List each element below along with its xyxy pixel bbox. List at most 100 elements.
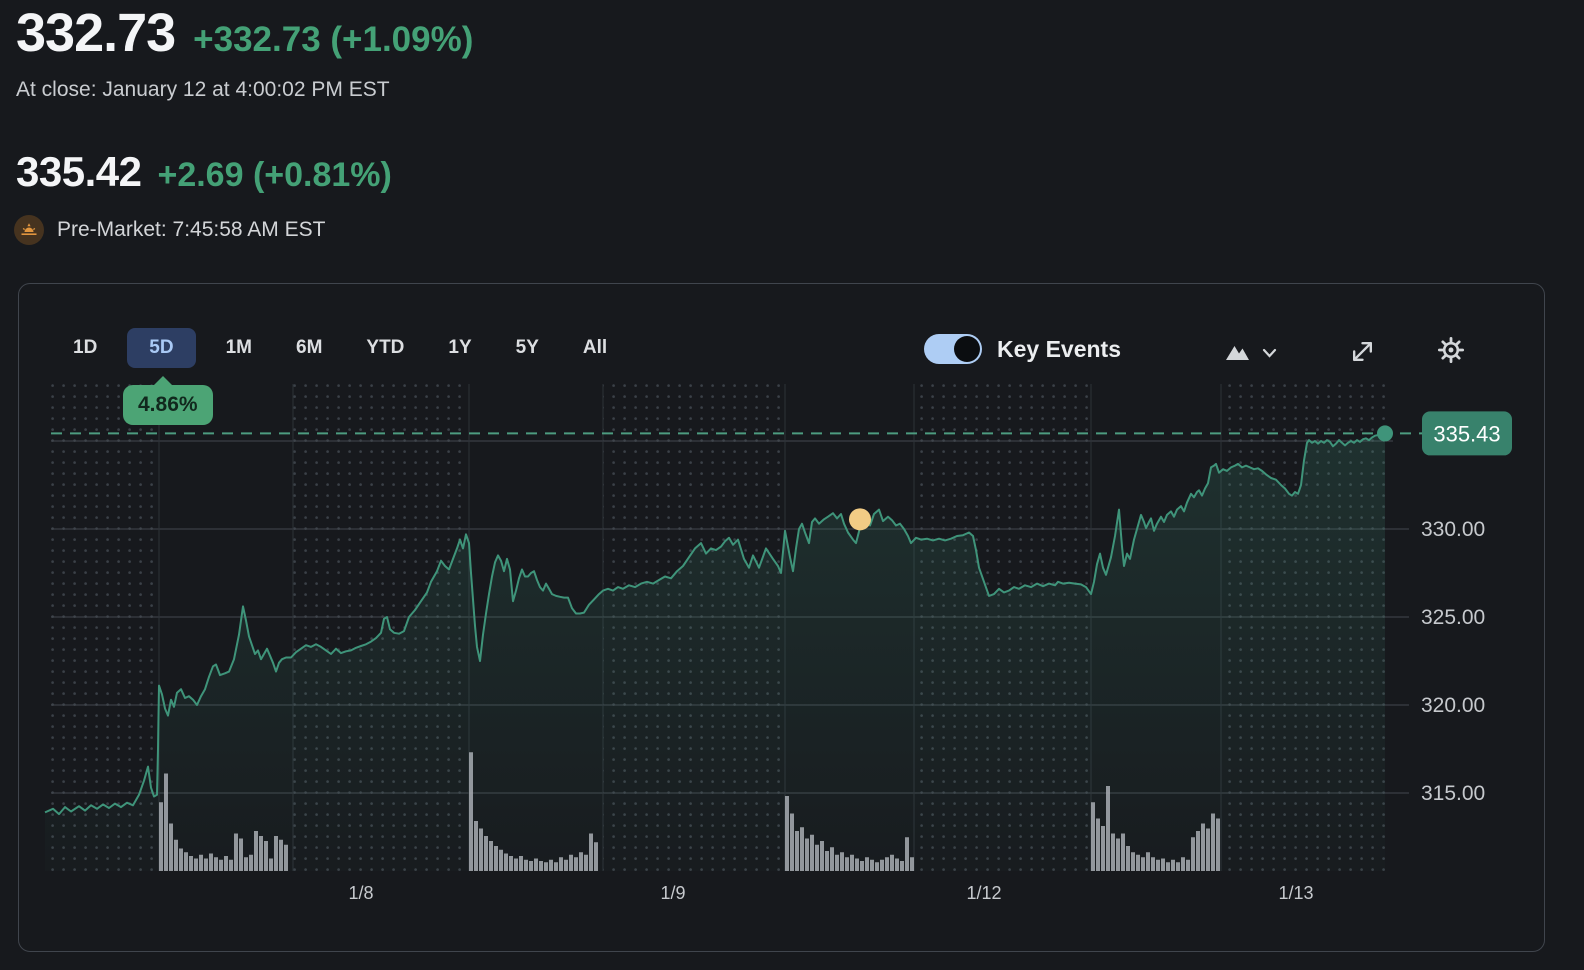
current-price-badge-label: 335.43: [1433, 421, 1500, 446]
range-tab-5d[interactable]: 5D: [127, 328, 196, 368]
current-price-badge: [1422, 411, 1512, 456]
premarket-status-row: Pre-Market: 7:45:58 AM EST: [14, 215, 325, 245]
volume-bar: [1106, 786, 1110, 871]
chevron-down-icon: [1262, 348, 1277, 358]
volume-bar: [209, 853, 213, 871]
key-events-toggle[interactable]: [924, 334, 982, 364]
premarket-quote-row: 335.42 +2.69 (+0.81%): [16, 148, 392, 196]
key-event-marker[interactable]: [849, 508, 871, 531]
volume-bar: [264, 841, 268, 871]
volume-bar: [815, 844, 819, 871]
chart-settings-button[interactable]: [1437, 336, 1465, 369]
volume-bar: [870, 859, 874, 871]
volume-bar: [269, 858, 273, 871]
range-tab-ytd[interactable]: YTD: [366, 337, 405, 358]
volume-bar: [810, 834, 814, 871]
x-axis-label: 1/9: [660, 883, 685, 903]
volume-bar: [489, 841, 493, 871]
volume-bar: [559, 857, 563, 871]
volume-bar: [1131, 852, 1135, 871]
y-axis-label: 325.00: [1421, 606, 1485, 629]
volume-bar: [825, 851, 829, 871]
close-quote-row: 332.73 +332.73 (+1.09%): [16, 2, 473, 64]
fullscreen-button[interactable]: [1349, 338, 1376, 370]
volume-bar: [1201, 823, 1205, 871]
volume-bar: [194, 858, 198, 871]
volume-bar: [1126, 846, 1130, 871]
volume-bar: [1171, 859, 1175, 871]
volume-bar: [830, 847, 834, 871]
volume-bar: [574, 857, 578, 871]
settings-gear-icon: [1437, 336, 1465, 364]
volume-bar: [169, 823, 173, 871]
volume-bar: [865, 857, 869, 871]
volume-bar: [514, 858, 518, 871]
volume-bar: [1121, 833, 1125, 871]
volume-bar: [1181, 857, 1185, 871]
volume-bar: [234, 833, 238, 871]
volume-bar: [274, 836, 278, 871]
volume-bar: [790, 813, 794, 871]
price-area-fill: [45, 433, 1385, 871]
volume-bar: [529, 861, 533, 871]
chart-type-selector[interactable]: [1224, 341, 1277, 365]
volume-bar: [579, 852, 583, 871]
volume-bar: [905, 837, 909, 871]
volume-bar: [174, 839, 178, 871]
expand-icon: [1352, 341, 1373, 362]
volume-bar: [1156, 859, 1160, 871]
range-tab-all[interactable]: All: [582, 337, 608, 358]
volume-bar: [875, 862, 879, 871]
stock-price-chart[interactable]: 330.00 325.00 320.00 315.00 335.43 1/8 1/9 1/12…: [19, 284, 1546, 953]
y-axis-label: 315.00: [1421, 782, 1485, 805]
volume-bar: [219, 859, 223, 871]
mountain-chart-icon: [1226, 346, 1249, 360]
volume-bar: [204, 858, 208, 871]
volume-bar: [845, 857, 849, 871]
volume-bar: [880, 859, 884, 871]
range-tab-1m[interactable]: 1M: [225, 337, 252, 358]
volume-bar: [1216, 818, 1220, 871]
volume-bar: [504, 853, 508, 871]
y-axis-label: 320.00: [1421, 694, 1485, 717]
volume-bar: [544, 862, 548, 871]
chart-panel: 330.00 325.00 320.00 315.00 335.43 1/8 1/9 1/12…: [18, 283, 1545, 952]
volume-bar: [1136, 854, 1140, 871]
volume-bar: [509, 856, 513, 871]
volume-bar: [1141, 857, 1145, 871]
time-range-tabs: 1D 5D 1M 6M YTD 1Y 5Y All: [59, 328, 621, 368]
volume-bar: [885, 857, 889, 871]
volume-bar: [890, 854, 894, 871]
volume-bar: [850, 854, 854, 871]
volume-bar: [795, 831, 799, 871]
range-tab-5y[interactable]: 5Y: [515, 337, 539, 358]
volume-bar: [594, 842, 598, 871]
premarket-timestamp: Pre-Market: 7:45:58 AM EST: [57, 218, 326, 241]
volume-bar: [1186, 859, 1190, 871]
range-tab-1y[interactable]: 1Y: [448, 337, 472, 358]
volume-bar: [1091, 802, 1095, 871]
volume-bar: [229, 859, 233, 871]
x-axis-label: 1/13: [1278, 883, 1313, 903]
volume-bar: [494, 846, 498, 871]
premarket-price: 335.42: [16, 148, 142, 195]
volume-bar: [524, 859, 528, 871]
volume-bar: [1146, 852, 1150, 871]
range-tab-1d[interactable]: 1D: [73, 337, 98, 358]
close-change: +332.73 (+1.09%): [193, 20, 474, 59]
volume-bar: [214, 857, 218, 871]
volume-bar: [584, 854, 588, 871]
x-axis-label: 1/12: [966, 883, 1001, 903]
volume-bar: [179, 848, 183, 871]
volume-bar: [1161, 858, 1165, 871]
volume-bar: [1101, 826, 1105, 871]
sunrise-icon: [14, 215, 44, 245]
volume-bar: [569, 854, 573, 871]
volume-bar: [1176, 862, 1180, 871]
volume-bar: [900, 861, 904, 871]
premarket-change: +2.69 (+0.81%): [157, 156, 392, 194]
range-tab-6m[interactable]: 6M: [296, 337, 323, 358]
volume-bar: [249, 854, 253, 871]
close-timestamp: At close: January 12 at 4:00:02 PM EST: [16, 78, 390, 101]
